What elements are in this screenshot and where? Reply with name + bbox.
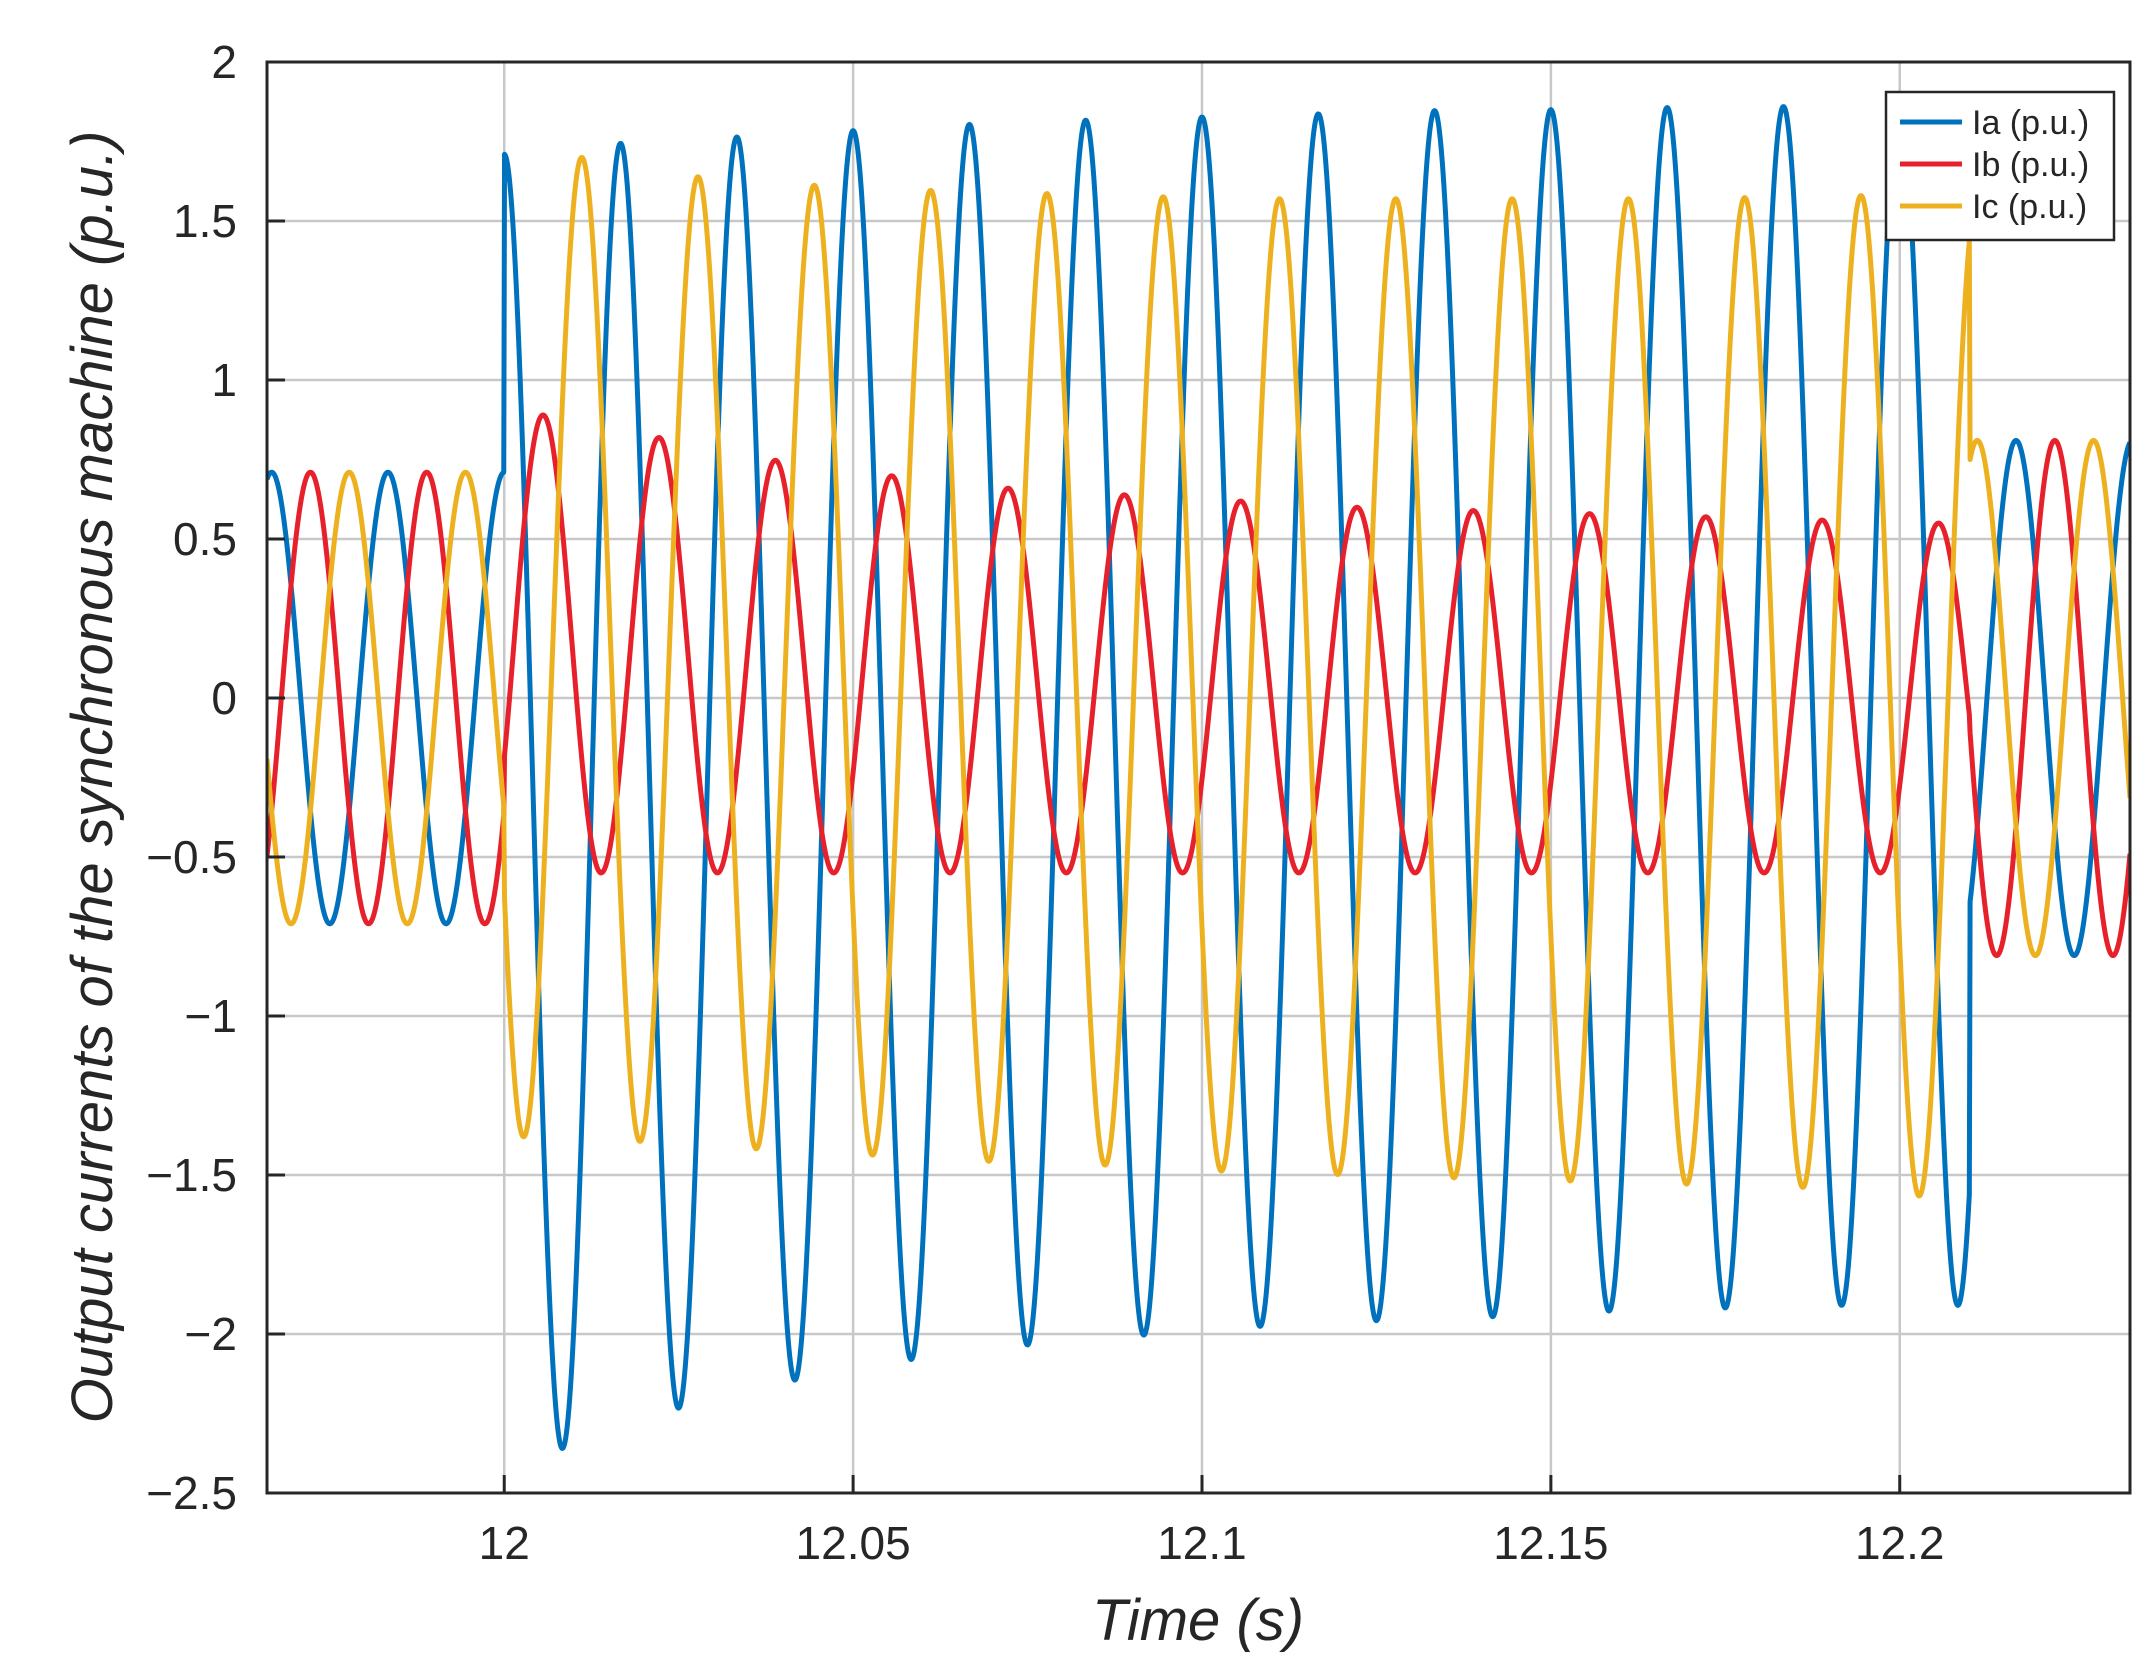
- y-tick-label: 2: [211, 36, 237, 88]
- y-tick-label: −1: [185, 990, 237, 1042]
- series-line: [267, 104, 2130, 1451]
- legend-label: Ia (p.u.): [1972, 104, 2089, 142]
- y-tick-label: −1.5: [146, 1149, 237, 1201]
- legend-label: Ic (p.u.): [1972, 188, 2087, 226]
- x-tick-label: 12.1: [1157, 1517, 1247, 1569]
- x-tick-label: 12: [479, 1517, 530, 1569]
- x-axis-ticks: 12 12.05 12.1 12.15 12.2: [479, 1475, 1945, 1569]
- y-tick-label: 0: [211, 672, 237, 724]
- y-tick-label: 1.5: [173, 195, 237, 247]
- y-tick-label: 0.5: [173, 513, 237, 565]
- x-tick-label: 12.05: [796, 1517, 911, 1569]
- x-tick-label: 12.15: [1493, 1517, 1608, 1569]
- y-tick-label: −2.5: [146, 1467, 237, 1519]
- plot-frame: [265, 60, 2132, 1495]
- legend: Ia (p.u.) Ib (p.u.) Ic (p.u.): [1884, 90, 2116, 242]
- series-layer: [267, 104, 2130, 1451]
- series-line: [267, 155, 2130, 1199]
- x-axis-label: Time (s): [1092, 1588, 1304, 1653]
- y-tick-label: −0.5: [146, 831, 237, 883]
- y-tick-label: −2: [185, 1308, 237, 1360]
- y-axis-ticks: 2 1.5 1 0.5 0 −0.5 −1 −1.5 −2 −2.5: [146, 36, 285, 1519]
- y-tick-label: 1: [211, 354, 237, 406]
- legend-label: Ib (p.u.): [1972, 146, 2089, 184]
- y-axis-label: Output currents of the synchronous machi…: [60, 131, 125, 1424]
- x-tick-label: 12.2: [1855, 1517, 1945, 1569]
